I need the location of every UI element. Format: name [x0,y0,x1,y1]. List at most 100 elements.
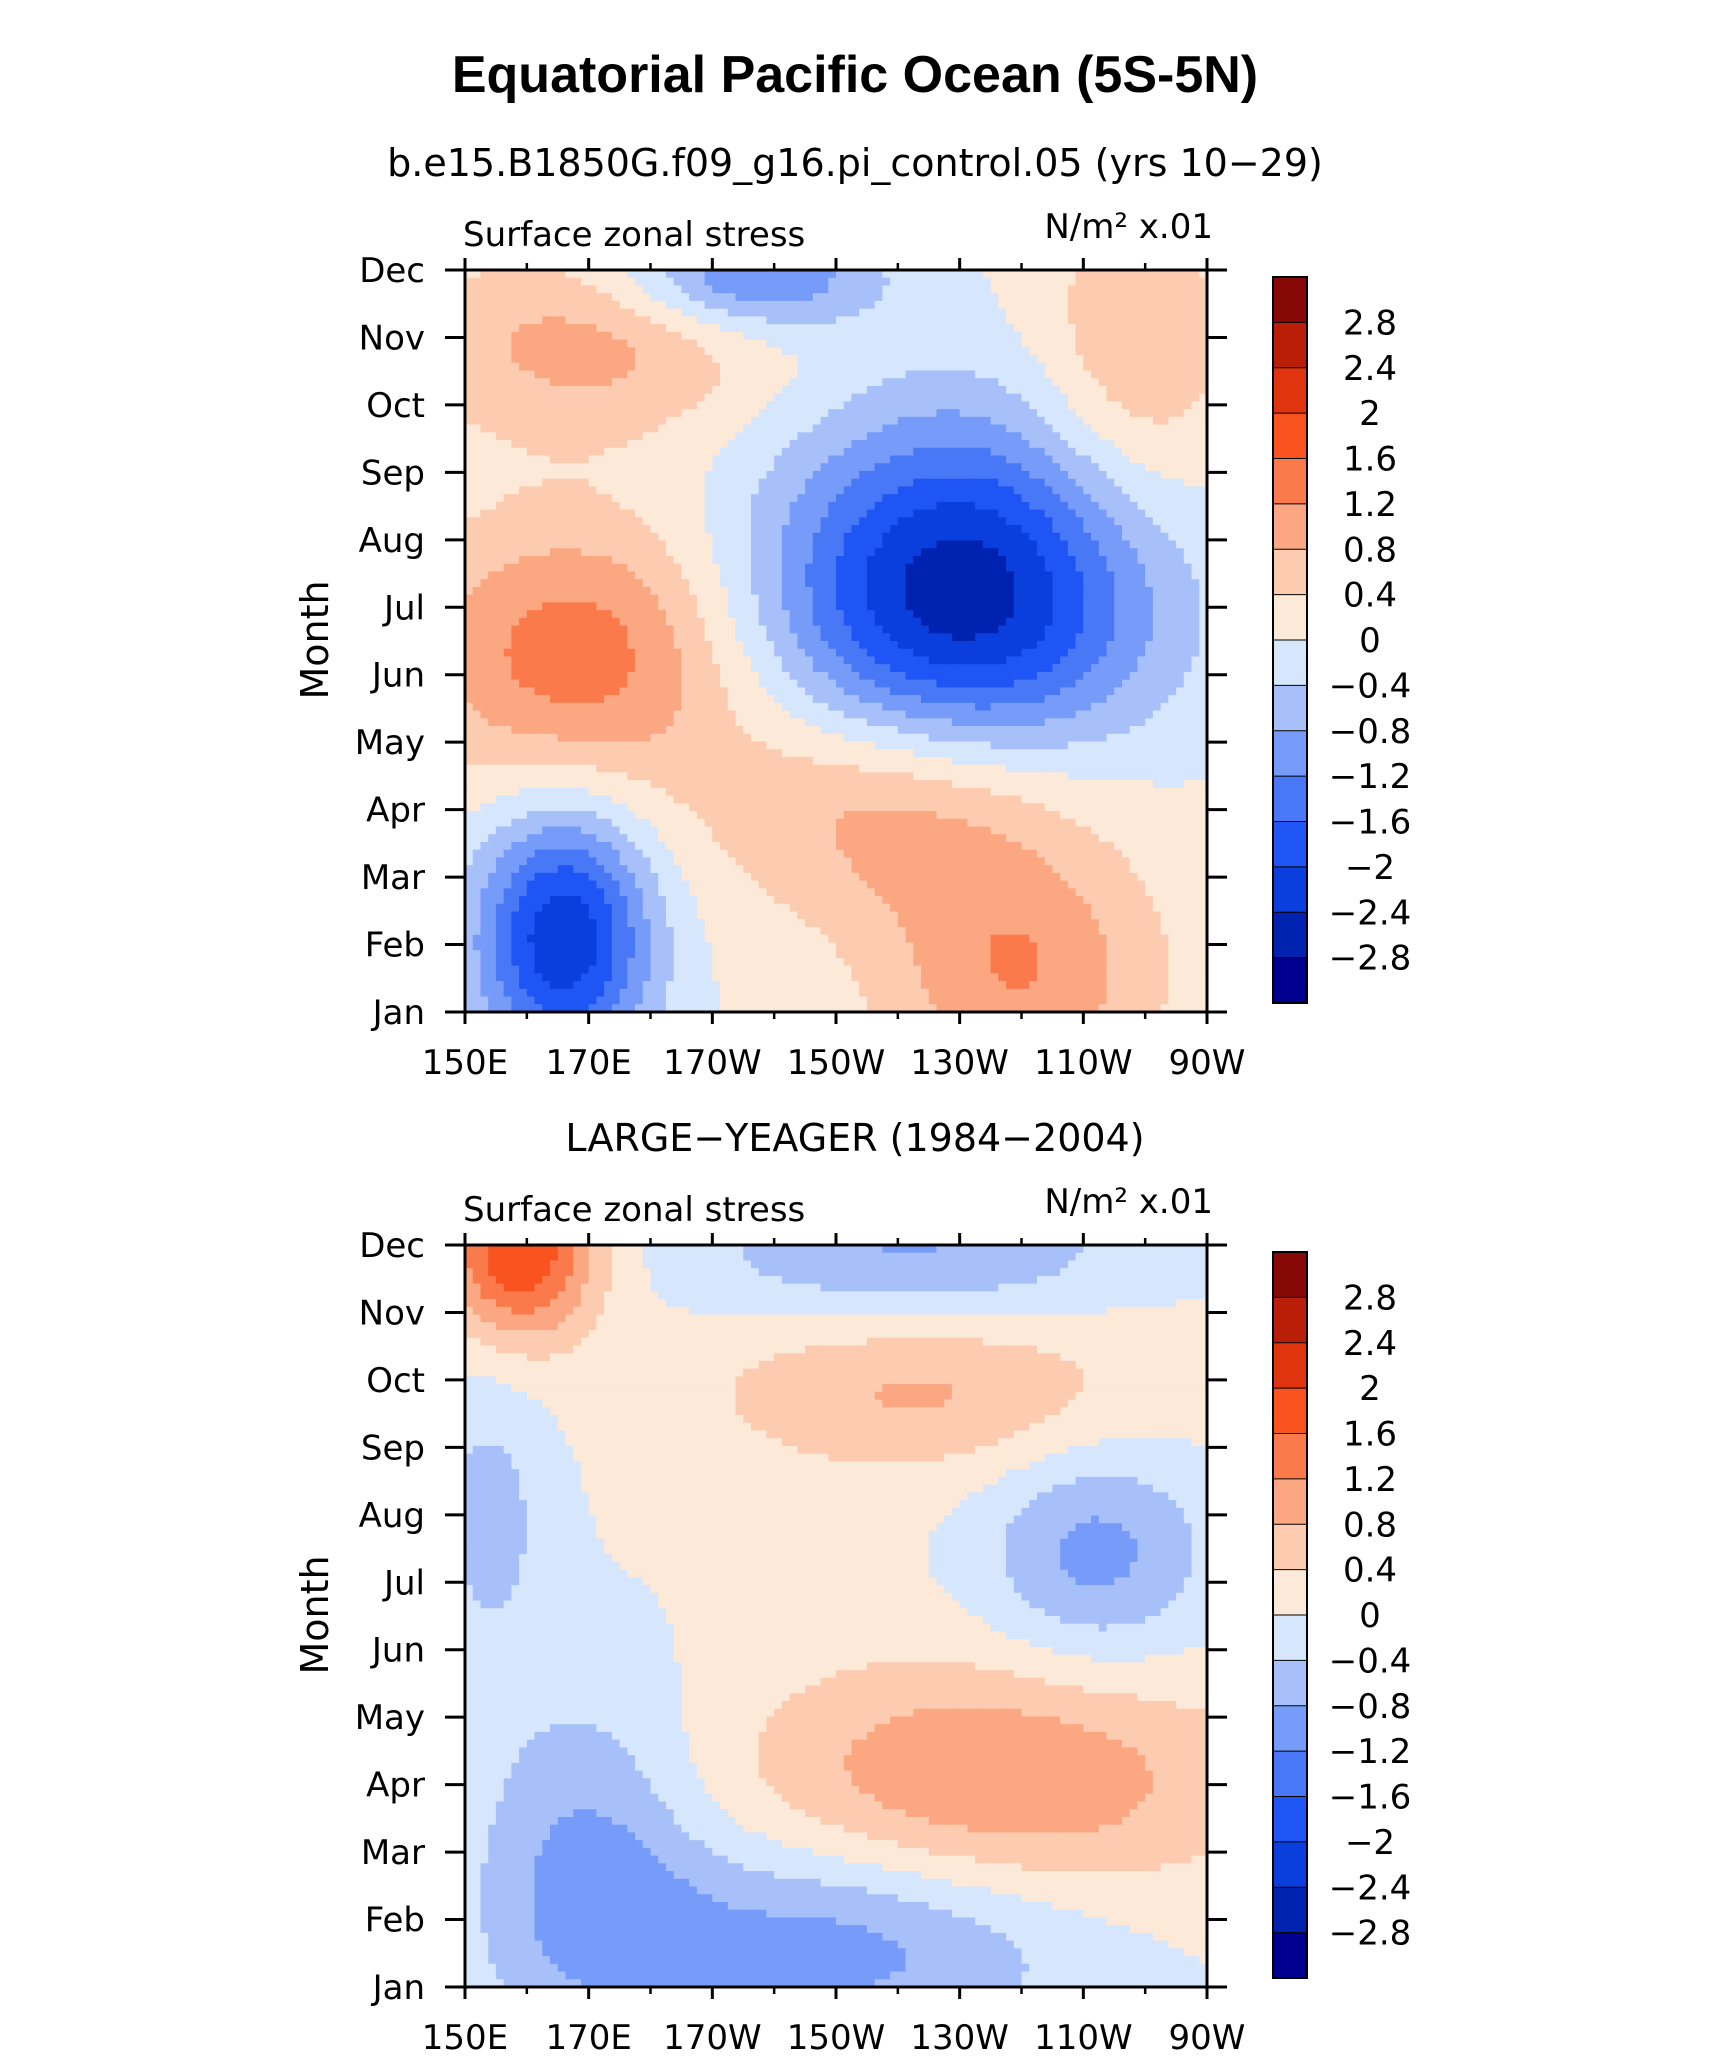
heatmap-cell [581,309,589,317]
heatmap-cell [759,332,767,340]
panel-top-subtitle: b.e15.B1850G.f09_g16.pi_control.05 (yrs … [387,141,1323,185]
heatmap-cell [790,370,798,378]
heatmap-cell [651,324,659,332]
heatmap-cell [1161,363,1169,371]
heatmap-cell [929,332,937,340]
heatmap-cell [651,293,659,301]
heatmap-cell [836,340,844,348]
heatmap-cell [952,278,960,286]
heatmap-cell [790,324,798,332]
heatmap-cell [1145,363,1153,371]
heatmap-cell [488,324,496,332]
heatmap-cell [736,285,744,293]
heatmap-cell [1130,370,1138,378]
heatmap-cell [728,278,736,286]
heatmap-cell [805,316,813,324]
heatmap-cell [913,347,921,355]
heatmap-cell [952,347,960,355]
heatmap-cell [790,363,798,371]
heatmap-cell [921,340,929,348]
heatmap-cell [1060,340,1068,348]
heatmap-cell [751,309,759,317]
heatmap-cell [542,285,550,293]
heatmap-cell [867,355,875,363]
heatmap-cell [596,363,604,371]
heatmap-cell [875,347,883,355]
heatmap-cell [604,340,612,348]
heatmap-cell [1161,278,1169,286]
heatmap-cell [882,316,890,324]
heatmap-cell [1145,332,1153,340]
heatmap-cell [751,355,759,363]
heatmap-cell [998,309,1006,317]
heatmap-cell [882,363,890,371]
heatmap-cell [565,301,573,309]
heatmap-cell [1060,316,1068,324]
heatmap-cell [952,293,960,301]
heatmap-cell [1029,355,1037,363]
heatmap-cell [736,332,744,340]
heatmap-cell [589,355,597,363]
heatmap-cell [674,278,682,286]
heatmap-cell [906,347,914,355]
heatmap-cell [658,301,666,309]
heatmap-cell [1137,293,1145,301]
heatmap-cell [681,363,689,371]
heatmap-cell [620,285,628,293]
heatmap-cell [774,301,782,309]
heatmap-cell [689,370,697,378]
heatmap-cell [1068,355,1076,363]
heatmap-cell [511,378,519,386]
heatmap-cell [782,370,790,378]
heatmap-cell [875,278,883,286]
heatmap-cell [960,363,968,371]
heatmap-cell [651,355,659,363]
heatmap-cell [535,378,543,386]
heatmap-cell [882,278,890,286]
heatmap-cell [1076,278,1084,286]
heatmap-cell [1153,285,1161,293]
heatmap-cell [1145,309,1153,317]
heatmap-cell [936,363,944,371]
heatmap-cell [736,370,744,378]
heatmap-cell [1130,363,1138,371]
heatmap-cell [998,370,1006,378]
heatmap-cell [751,285,759,293]
heatmap-cell [960,355,968,363]
heatmap-cell [1068,309,1076,317]
heatmap-cell [766,332,774,340]
heatmap-cell [1091,347,1099,355]
heatmap-cell [681,370,689,378]
heatmap-cell [1022,293,1030,301]
heatmap-cell [596,378,604,386]
heatmap-cell [697,316,705,324]
heatmap-cell [1107,293,1115,301]
heatmap-cell [527,316,535,324]
heatmap-cell [983,316,991,324]
heatmap-cell [697,355,705,363]
heatmap-cell [689,340,697,348]
heatmap-cell [596,340,604,348]
heatmap-cell [743,355,751,363]
heatmap-cell [550,285,558,293]
heatmap-cell [1076,301,1084,309]
heatmap-cell [952,309,960,317]
heatmap-cell [991,347,999,355]
heatmap-cell [975,355,983,363]
heatmap-cell [736,316,744,324]
heatmap-cell [782,285,790,293]
heatmap-cell [565,316,573,324]
heatmap-cell [890,301,898,309]
heatmap-cell [836,316,844,324]
heatmap-cell [627,316,635,324]
heatmap-cell [635,285,643,293]
heatmap-cell [805,309,813,317]
heatmap-cell [875,293,883,301]
heatmap-cell [658,293,666,301]
heatmap-cell [759,363,767,371]
heatmap-cell [666,355,674,363]
heatmap-cell [542,340,550,348]
heatmap-cell [1176,293,1184,301]
heatmap-cell [906,301,914,309]
heatmap-cell [674,332,682,340]
